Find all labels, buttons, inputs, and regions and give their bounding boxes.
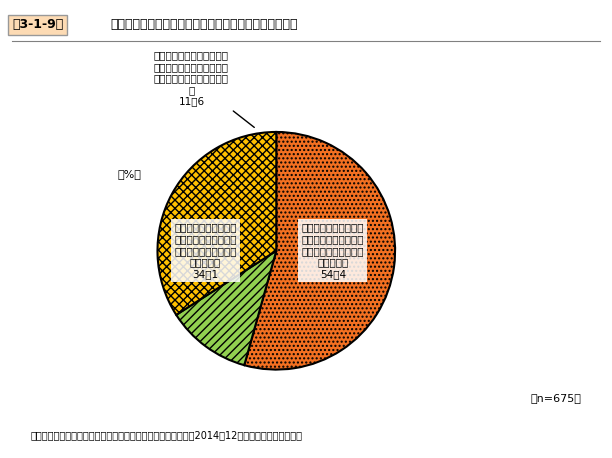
Wedge shape bbox=[244, 132, 395, 370]
Wedge shape bbox=[157, 132, 276, 315]
Text: 資料：中小企業庁委託「地域活性化への取組に関する調査」（2014年12月、ランドブレイン㈱）: 資料：中小企業庁委託「地域活性化への取組に関する調査」（2014年12月、ランド… bbox=[31, 430, 302, 440]
Text: 地域住民の多くが知っ
ている、あるいは「資
源」として認識してい
る地域資源
54．4: 地域住民の多くが知っ ている、あるいは「資 源」として認識してい る地域資源 5… bbox=[302, 223, 364, 279]
Text: （n=675）: （n=675） bbox=[531, 393, 581, 403]
Text: 第3-1-9図: 第3-1-9図 bbox=[12, 18, 64, 31]
Text: 地域住民のほとんどが知ら
ない、あるいは「資源」と
して認識していない地域資
源
11．6: 地域住民のほとんどが知ら ない、あるいは「資源」と して認識していない地域資 源… bbox=[154, 50, 255, 127]
Text: 地域住民の一部が知っ
ている、あるいは「資
源」として認識してい
る地域資源
34．1: 地域住民の一部が知っ ている、あるいは「資 源」として認識してい る地域資源 3… bbox=[174, 223, 237, 279]
Text: （%）: （%） bbox=[118, 169, 142, 180]
Text: 最も成功した事例における地域資源の地域住民の認知度: 最も成功した事例における地域資源の地域住民の認知度 bbox=[110, 18, 297, 31]
Wedge shape bbox=[176, 251, 276, 365]
